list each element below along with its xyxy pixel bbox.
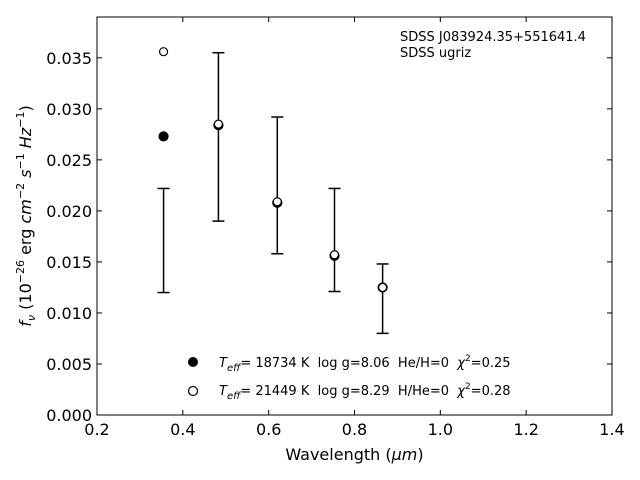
model-point-open [378, 282, 388, 293]
y-axis-title: fν (10−26 erg cm−2 s−1 Hz−1) [14, 105, 38, 326]
annotation-object-name: SDSS J083924.35+551641.4 [400, 30, 586, 45]
x-tick-label: 1.4 [599, 420, 624, 439]
y-tick-label: 0.035 [46, 49, 92, 68]
y-tick-label: 0.020 [46, 202, 92, 221]
model-point-open [329, 250, 340, 260]
y-tick-label: 0.015 [46, 253, 92, 272]
legend: Teff= 18734 K log g=8.06 He/H=0 χ2=0.25 … [187, 354, 511, 402]
legend-marker-open [187, 385, 199, 397]
x-tick-label: 0.8 [342, 420, 367, 439]
data-markers [158, 47, 388, 293]
y-tick-label: 0.000 [46, 406, 92, 425]
model-point-open [158, 47, 169, 57]
y-tick-label: 0.005 [46, 355, 92, 374]
model-point-open [272, 197, 282, 207]
x-axis-title: Wavelength (μm) [285, 445, 423, 464]
x-tick-label: 1.0 [428, 420, 453, 439]
plot-area [96, 16, 613, 416]
error-bars [157, 51, 389, 335]
x-tick-label: 0.4 [170, 420, 195, 439]
model-point-filled [158, 131, 169, 142]
y-tick-label: 0.030 [46, 100, 92, 119]
x-tick-label: 0.2 [84, 420, 109, 439]
y-tick-label: 0.025 [46, 151, 92, 170]
x-tick-label: 0.6 [256, 420, 281, 439]
axis-ticks: 0.2 0.4 0.6 0.8 1.0 1.2 1.4 0.000 0.005 0.010 0.01… [46, 17, 625, 439]
x-tick-label: 1.2 [513, 420, 538, 439]
legend-entry-2: Teff= 21449 K log g=8.29 H/He=0 χ2=0.28 [219, 382, 511, 402]
legend-entry-1: Teff= 18734 K log g=8.06 He/H=0 χ2=0.25 [219, 354, 511, 374]
model-point-open [213, 119, 224, 129]
annotation-photometry: SDSS ugriz [400, 46, 471, 61]
legend-marker-filled [188, 357, 198, 367]
y-tick-label: 0.010 [46, 304, 92, 323]
